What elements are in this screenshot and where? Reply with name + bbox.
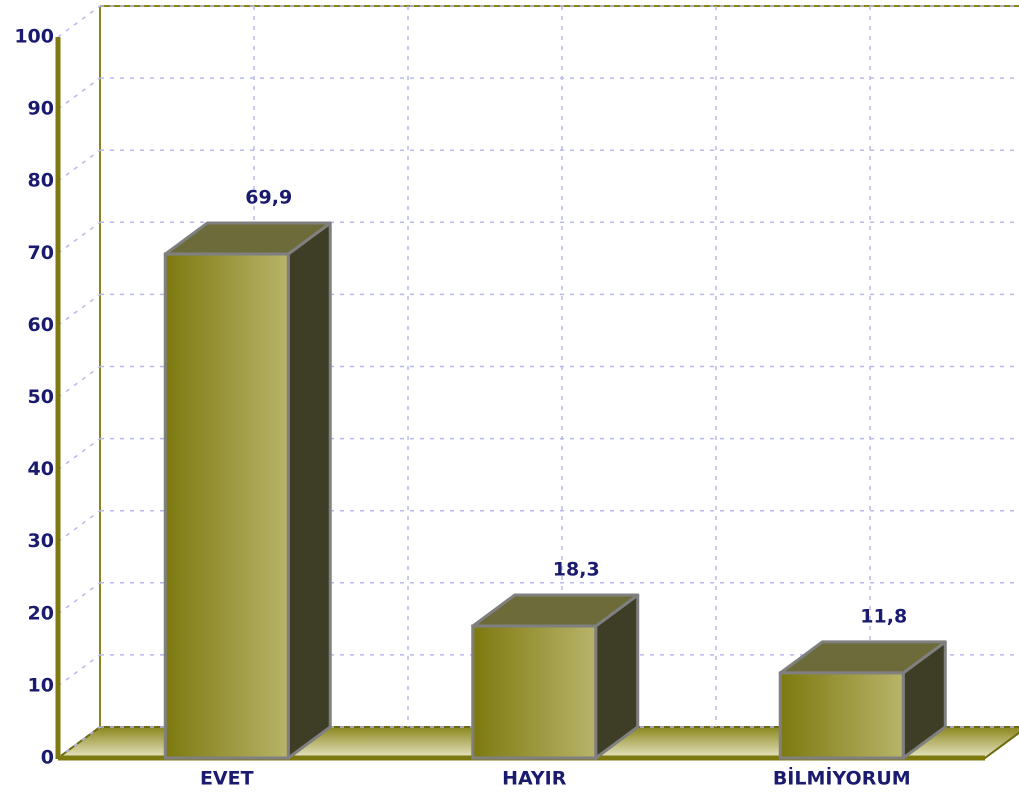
y-tick-label: 20 xyxy=(28,602,54,624)
value-label: 18,3 xyxy=(553,559,600,581)
y-tick-label: 10 xyxy=(28,674,54,696)
y-tick-label: 40 xyxy=(28,458,54,480)
bar xyxy=(778,671,905,760)
value-label: 11,8 xyxy=(860,605,907,627)
x-tick-label: HAYIR xyxy=(502,768,567,790)
bar xyxy=(471,624,598,760)
side-grid-line xyxy=(57,437,101,471)
y-tick-label: 60 xyxy=(28,314,54,336)
side-grid-line xyxy=(57,654,101,687)
y-tick-label: 0 xyxy=(41,747,54,769)
y-tick-label: 50 xyxy=(28,386,54,408)
bar-side xyxy=(286,221,332,760)
y-tick-label: 80 xyxy=(28,170,54,192)
value-label: 69,9 xyxy=(245,187,292,209)
side-grid-line xyxy=(57,5,101,38)
bars: 69,9 EVET 18,3 HAYIR 11,8 BİLMİYORUM xyxy=(163,187,947,790)
x-tick-label: EVET xyxy=(200,768,254,790)
side-grid-line xyxy=(57,221,101,254)
side-grid-line xyxy=(57,582,101,615)
side-grid-line xyxy=(57,149,101,182)
side-grid-line xyxy=(57,77,101,110)
y-tick-label: 70 xyxy=(28,242,54,264)
y-tick-label: 90 xyxy=(28,98,54,120)
y-tick-label: 100 xyxy=(14,26,54,48)
side-grid-line xyxy=(57,726,101,759)
y-tick-label: 30 xyxy=(28,530,54,552)
side-grid-line xyxy=(57,365,101,399)
side-grid-line xyxy=(57,510,101,543)
side-grid-line xyxy=(57,293,101,327)
bar xyxy=(163,252,290,760)
x-tick-label: BİLMİYORUM xyxy=(773,766,911,790)
